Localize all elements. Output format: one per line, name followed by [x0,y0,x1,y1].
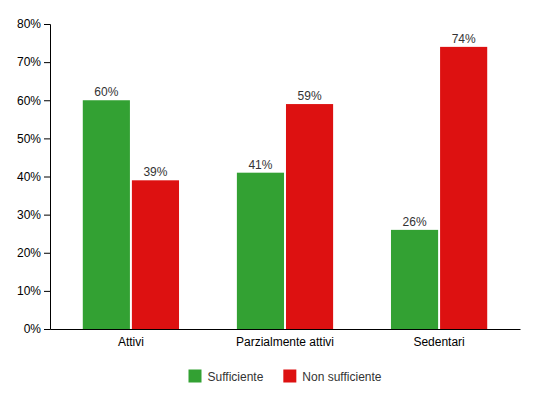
series [132,47,487,329]
y-tick: 80% [17,17,50,31]
legend-label: Sufficiente [208,370,264,384]
y-tick-label: 50% [17,132,41,146]
y-tick-label: 40% [17,170,41,184]
bar [237,173,284,329]
y-tick: 30% [17,208,50,222]
y-tick-mark [44,329,50,330]
bar [286,104,333,329]
y-tick-mark [44,100,50,101]
data-label: 39% [143,165,167,179]
y-tick: 10% [17,284,50,298]
y-tick-mark [44,138,50,139]
legend-label: Non sufficiente [302,370,381,384]
chart: 0% 10% 20% 30% 40% 50% 60% 70% 80% Attivi Parzialm… [0,0,536,401]
x-tick: Attivi [118,335,144,349]
data-labels: 60% 41% 26% 39% 59% 74% [94,32,476,229]
x-axis-line [51,329,521,330]
x-tick-label: Sedentari [413,335,464,349]
x-tick: Sedentari [413,335,464,349]
series [83,100,438,329]
bar [440,47,487,329]
x-tick: Parzialmente attivi [236,335,334,349]
y-tick: 70% [17,55,50,69]
legend-item: Sufficiente [189,370,264,384]
y-tick: 0% [24,322,50,336]
bars [83,47,487,329]
y-tick-label: 80% [17,17,41,31]
y-tick-mark [44,24,50,25]
y-tick-mark [44,177,50,178]
y-tick-label: 60% [17,94,41,108]
data-label: 26% [403,215,427,229]
bar [391,230,438,329]
legend-item: Non sufficiente [283,370,381,384]
y-tick-mark [44,215,50,216]
y-tick-label: 20% [17,246,41,260]
y-tick-mark [44,253,50,254]
y-tick-mark [44,291,50,292]
bar [83,100,130,329]
legend-swatch [283,370,296,383]
data-label: 41% [248,158,272,172]
y-axis: 0% 10% 20% 30% 40% 50% 60% 70% 80% [17,17,51,336]
y-axis-line [44,25,51,330]
data-label: 60% [94,85,118,99]
y-tick-label: 0% [24,322,42,336]
y-tick: 40% [17,170,50,184]
y-tick-label: 70% [17,55,41,69]
bar [132,180,179,329]
y-tick: 60% [17,94,50,108]
x-axis: Attivi Parzialmente attivi Sedentari [51,330,521,349]
y-tick-label: 10% [17,284,41,298]
x-tick-label: Parzialmente attivi [236,335,334,349]
plot: 0% 10% 20% 30% 40% 50% 60% 70% 80% Attivi Parzialm… [17,17,521,348]
data-label: 74% [452,32,476,46]
data-label: 59% [298,89,322,103]
legend: Sufficiente Non sufficiente [189,370,382,384]
y-tick: 50% [17,132,50,146]
x-tick-label: Attivi [118,335,144,349]
y-tick: 20% [17,246,50,260]
legend-swatch [189,370,202,383]
y-tick-label: 30% [17,208,41,222]
y-tick-mark [44,62,50,63]
